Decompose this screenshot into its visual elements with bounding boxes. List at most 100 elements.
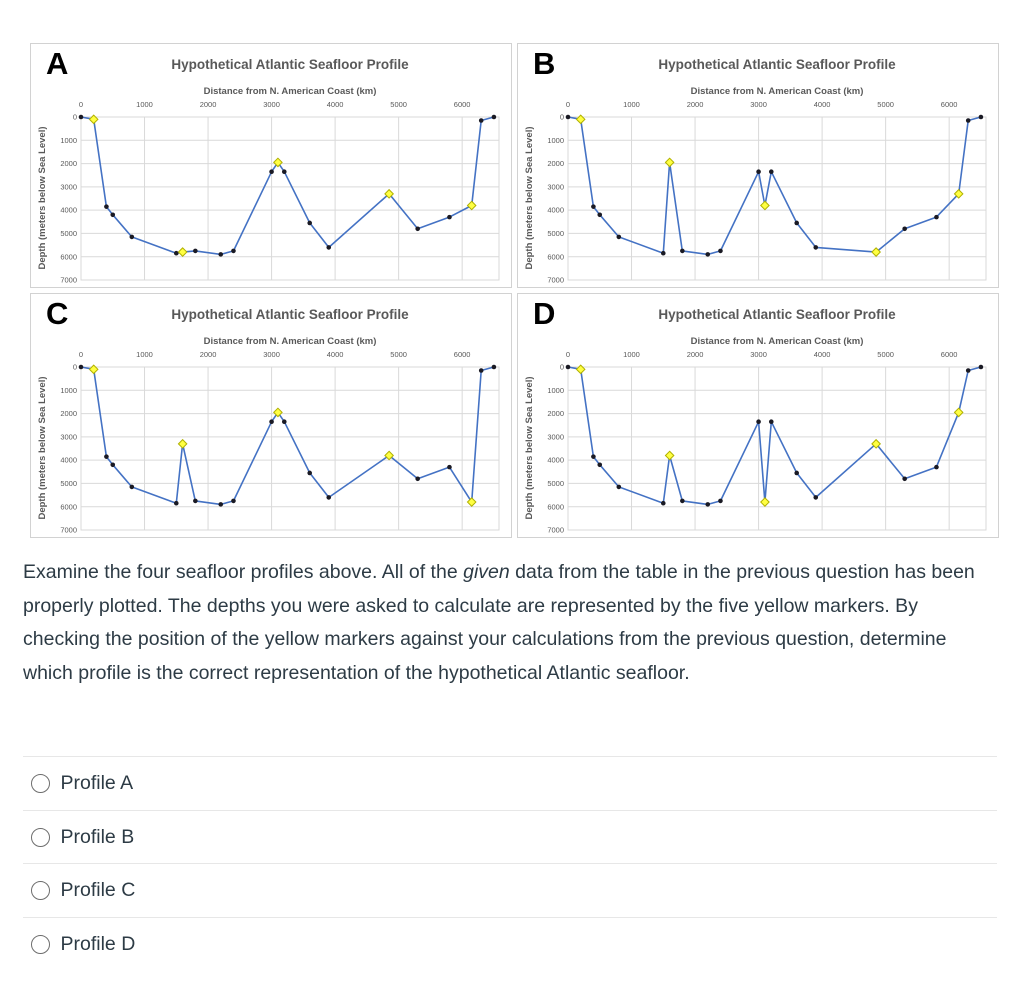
svg-text:6000: 6000: [547, 502, 564, 511]
answer-option-profile-c[interactable]: Profile C: [23, 863, 997, 917]
svg-text:1000: 1000: [136, 100, 153, 109]
y-axis-title: Depth (meters below Sea Level): [524, 376, 535, 520]
svg-text:6000: 6000: [941, 350, 958, 359]
svg-text:0: 0: [73, 363, 77, 372]
svg-text:4000: 4000: [60, 206, 77, 215]
option-label[interactable]: Profile B: [60, 825, 135, 848]
svg-text:4000: 4000: [814, 100, 831, 109]
chart-title: Hypothetical Atlantic Seafloor Profile: [171, 307, 409, 322]
svg-text:6000: 6000: [941, 100, 958, 109]
svg-text:5000: 5000: [877, 100, 894, 109]
radio-button[interactable]: [30, 827, 50, 847]
svg-text:5000: 5000: [877, 350, 894, 359]
question-text-italic: given: [463, 561, 510, 583]
svg-text:3000: 3000: [547, 182, 564, 191]
svg-text:0: 0: [566, 350, 570, 359]
chart-title: Hypothetical Atlantic Seafloor Profile: [658, 57, 896, 72]
svg-text:5000: 5000: [547, 479, 564, 488]
svg-text:0: 0: [79, 350, 83, 359]
svg-text:2000: 2000: [547, 409, 564, 418]
question-text-part: data from the table in the previous ques…: [23, 561, 975, 684]
svg-text:1000: 1000: [623, 100, 640, 109]
svg-text:0: 0: [560, 363, 564, 372]
svg-text:1000: 1000: [60, 136, 77, 145]
option-label[interactable]: Profile C: [60, 879, 136, 902]
svg-text:6000: 6000: [454, 100, 471, 109]
chart-panel-c: 0 1000 2000 3000 4000 5000 6000 0 1000 2000 3000 40…: [30, 293, 512, 538]
svg-text:0: 0: [79, 100, 83, 109]
panel-letter-b: B: [533, 46, 556, 81]
svg-text:4000: 4000: [327, 100, 344, 109]
svg-text:3000: 3000: [547, 432, 564, 441]
svg-text:7000: 7000: [60, 276, 77, 285]
svg-text:3000: 3000: [60, 432, 77, 441]
x-axis-title: Distance from N. American Coast (km): [690, 86, 864, 97]
svg-text:2000: 2000: [687, 350, 704, 359]
svg-text:1000: 1000: [547, 386, 564, 395]
radio-button[interactable]: [30, 881, 50, 901]
svg-text:5000: 5000: [390, 350, 407, 359]
svg-text:5000: 5000: [60, 229, 77, 238]
svg-text:1000: 1000: [136, 350, 153, 359]
seafloor-profile-plot-c: 0 1000 2000 3000 4000 5000 6000 0 1000 2000 3000 40…: [60, 350, 500, 535]
svg-text:6000: 6000: [60, 502, 77, 511]
chart-title: Hypothetical Atlantic Seafloor Profile: [658, 307, 896, 322]
option-label[interactable]: Profile A: [60, 771, 134, 794]
answer-options: Profile A Profile B Profile C Profile D: [23, 756, 997, 971]
x-axis-title: Distance from N. American Coast (km): [203, 86, 377, 97]
svg-text:1000: 1000: [623, 350, 640, 359]
svg-text:5000: 5000: [60, 479, 77, 488]
svg-text:6000: 6000: [454, 350, 471, 359]
seafloor-profile-plot-d: 0 1000 2000 3000 4000 5000 6000 0 1000 2000 3000 40…: [547, 350, 987, 535]
svg-text:3000: 3000: [263, 350, 280, 359]
option-label[interactable]: Profile D: [60, 932, 136, 955]
chart-panel-b: 0 1000 2000 3000 4000 5000 6000 0 1000 2000 3000 40…: [517, 43, 999, 288]
y-axis-title: Depth (meters below Sea Level): [524, 126, 535, 270]
answer-option-profile-a[interactable]: Profile A: [23, 756, 997, 810]
svg-text:3000: 3000: [263, 100, 280, 109]
svg-text:2000: 2000: [60, 159, 77, 168]
svg-text:7000: 7000: [547, 276, 564, 285]
panel-letter-a: A: [46, 46, 69, 81]
panel-letter-c: C: [46, 296, 69, 331]
svg-text:4000: 4000: [547, 456, 564, 465]
chart-title: Hypothetical Atlantic Seafloor Profile: [171, 57, 409, 72]
svg-text:5000: 5000: [547, 229, 564, 238]
svg-text:4000: 4000: [327, 350, 344, 359]
svg-text:2000: 2000: [60, 409, 77, 418]
y-axis-title: Depth (meters below Sea Level): [37, 376, 48, 520]
y-axis-title: Depth (meters below Sea Level): [37, 126, 48, 270]
svg-text:2000: 2000: [547, 159, 564, 168]
svg-text:0: 0: [566, 100, 570, 109]
question-text-part: Examine the four seafloor profiles above…: [23, 561, 464, 583]
svg-text:4000: 4000: [547, 206, 564, 215]
seafloor-profile-plot-a: 0 1000 2000 3000 4000 5000 6000 0 1000 2000 3000 40…: [60, 100, 500, 285]
radio-button[interactable]: [30, 934, 50, 954]
panel-letter-d: D: [533, 296, 556, 331]
svg-text:2000: 2000: [200, 100, 217, 109]
svg-text:0: 0: [73, 113, 77, 122]
svg-text:1000: 1000: [547, 136, 564, 145]
radio-button[interactable]: [30, 773, 50, 793]
svg-text:7000: 7000: [547, 526, 564, 535]
svg-text:6000: 6000: [60, 252, 77, 261]
svg-text:3000: 3000: [750, 350, 767, 359]
svg-text:4000: 4000: [60, 456, 77, 465]
svg-text:5000: 5000: [390, 100, 407, 109]
seafloor-profile-plot-b: 0 1000 2000 3000 4000 5000 6000 0 1000 2000 3000 40…: [547, 100, 987, 285]
answer-option-profile-b[interactable]: Profile B: [23, 809, 997, 864]
chart-panel-d: 0 1000 2000 3000 4000 5000 6000 0 1000 2000 3000 40…: [517, 293, 999, 538]
x-axis-title: Distance from N. American Coast (km): [203, 336, 377, 347]
svg-text:6000: 6000: [547, 252, 564, 261]
svg-text:2000: 2000: [200, 350, 217, 359]
x-axis-title: Distance from N. American Coast (km): [690, 336, 864, 347]
svg-text:1000: 1000: [60, 386, 77, 395]
question-text: Examine the four seafloor profiles above…: [23, 556, 993, 690]
svg-text:3000: 3000: [60, 182, 77, 191]
svg-text:3000: 3000: [750, 100, 767, 109]
svg-text:4000: 4000: [814, 350, 831, 359]
answer-option-profile-d[interactable]: Profile D: [23, 917, 997, 971]
svg-text:0: 0: [560, 113, 564, 122]
chart-panel-a: 0 1000 2000 3000 4000 5000 6000 0 1000 2000 3000 40…: [30, 43, 512, 288]
